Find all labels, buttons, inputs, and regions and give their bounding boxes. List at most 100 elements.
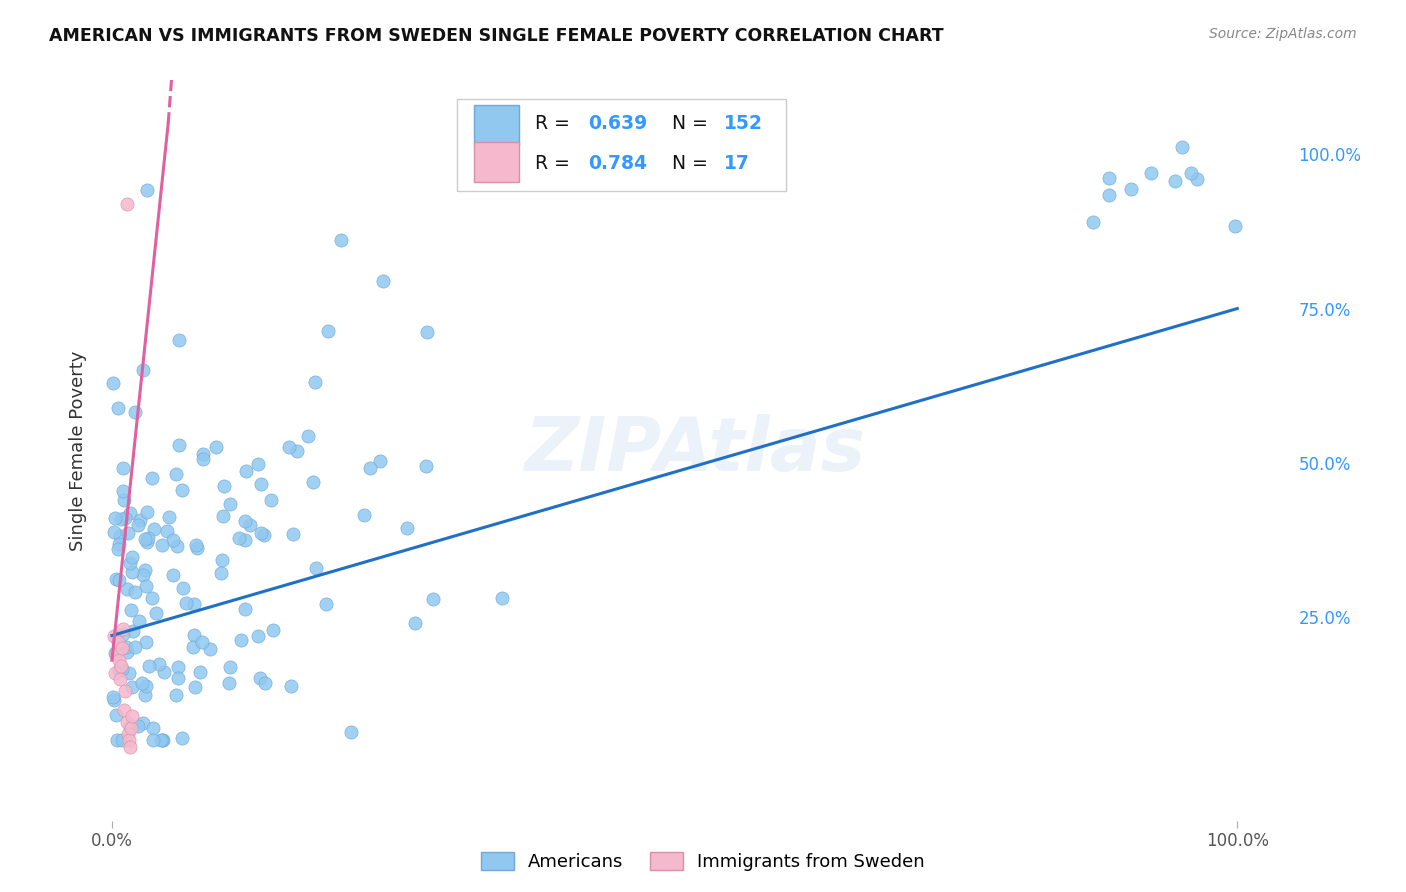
Point	[136, 504, 159, 518]
Point	[107, 634, 129, 648]
Point	[330, 233, 353, 247]
Point	[191, 452, 214, 467]
FancyBboxPatch shape	[474, 105, 519, 145]
FancyBboxPatch shape	[457, 99, 786, 191]
Point	[101, 376, 124, 390]
Point	[111, 733, 134, 747]
Point	[162, 533, 184, 547]
Point	[104, 665, 127, 680]
Point	[103, 629, 125, 643]
Point	[142, 721, 165, 735]
Point	[122, 624, 145, 638]
Point	[353, 508, 375, 522]
Point	[209, 566, 232, 580]
Point	[214, 479, 236, 493]
Point	[262, 623, 284, 637]
Text: N =: N =	[672, 114, 714, 134]
Text: N =: N =	[672, 154, 714, 173]
Point	[235, 464, 257, 478]
Point	[124, 584, 146, 599]
Point	[211, 553, 233, 567]
Point	[107, 653, 129, 667]
Point	[120, 720, 142, 734]
Point	[114, 640, 136, 654]
Point	[118, 666, 141, 681]
Point	[103, 693, 125, 707]
Point	[239, 518, 262, 533]
Point	[104, 646, 127, 660]
Text: R =: R =	[534, 154, 575, 173]
Point	[115, 196, 138, 211]
Text: AMERICAN VS IMMIGRANTS FROM SWEDEN SINGLE FEMALE POVERTY CORRELATION CHART: AMERICAN VS IMMIGRANTS FROM SWEDEN SINGL…	[49, 27, 943, 45]
Point	[114, 684, 136, 698]
Point	[117, 727, 139, 741]
Point	[105, 647, 128, 661]
Point	[153, 665, 176, 679]
Point	[112, 623, 135, 637]
Point	[183, 628, 205, 642]
Point	[396, 520, 419, 534]
Point	[120, 721, 142, 735]
Point	[114, 511, 136, 525]
Text: 0.784: 0.784	[589, 154, 647, 173]
Point	[108, 663, 131, 677]
Point	[198, 642, 221, 657]
Point	[121, 550, 143, 565]
Point	[115, 645, 138, 659]
Point	[111, 483, 134, 498]
Point	[134, 532, 156, 546]
Point	[233, 514, 256, 528]
Point	[233, 533, 256, 547]
Point	[110, 512, 132, 526]
Point	[304, 375, 326, 389]
Point	[112, 493, 135, 508]
Point	[111, 640, 134, 655]
Point	[1180, 166, 1202, 180]
Point	[108, 672, 131, 686]
Point	[233, 602, 256, 616]
Point	[104, 510, 127, 524]
Point	[105, 572, 128, 586]
Point	[301, 475, 323, 489]
Point	[111, 662, 134, 676]
Point	[105, 733, 128, 747]
Point	[229, 633, 252, 648]
Text: Source: ZipAtlas.com: Source: ZipAtlas.com	[1209, 27, 1357, 41]
Point	[1140, 166, 1163, 180]
Point	[136, 531, 159, 545]
Point	[186, 541, 208, 555]
Point	[1185, 171, 1208, 186]
FancyBboxPatch shape	[474, 143, 519, 183]
Point	[260, 492, 283, 507]
Point	[117, 526, 139, 541]
Point	[141, 470, 163, 484]
Point	[249, 671, 271, 685]
Point	[107, 401, 129, 415]
Point	[249, 526, 271, 541]
Point	[142, 733, 165, 747]
Point	[143, 522, 166, 536]
Legend: Americans, Immigrants from Sweden: Americans, Immigrants from Sweden	[474, 845, 932, 879]
Point	[107, 541, 129, 556]
Point	[127, 719, 149, 733]
Point	[110, 529, 132, 543]
Point	[135, 679, 157, 693]
Text: R =: R =	[534, 114, 575, 134]
Point	[278, 440, 301, 454]
Point	[315, 597, 337, 611]
Point	[1097, 187, 1119, 202]
Point	[359, 461, 381, 475]
Text: 0.639: 0.639	[589, 114, 648, 134]
Text: ZIPAtlas: ZIPAtlas	[526, 414, 866, 487]
Point	[118, 739, 141, 754]
Point	[108, 573, 131, 587]
Point	[136, 535, 159, 549]
Point	[174, 597, 197, 611]
Point	[112, 461, 135, 475]
Point	[118, 733, 141, 747]
Point	[103, 525, 125, 540]
Point	[166, 539, 188, 553]
Point	[188, 665, 211, 679]
Point	[136, 183, 159, 197]
Point	[141, 591, 163, 606]
